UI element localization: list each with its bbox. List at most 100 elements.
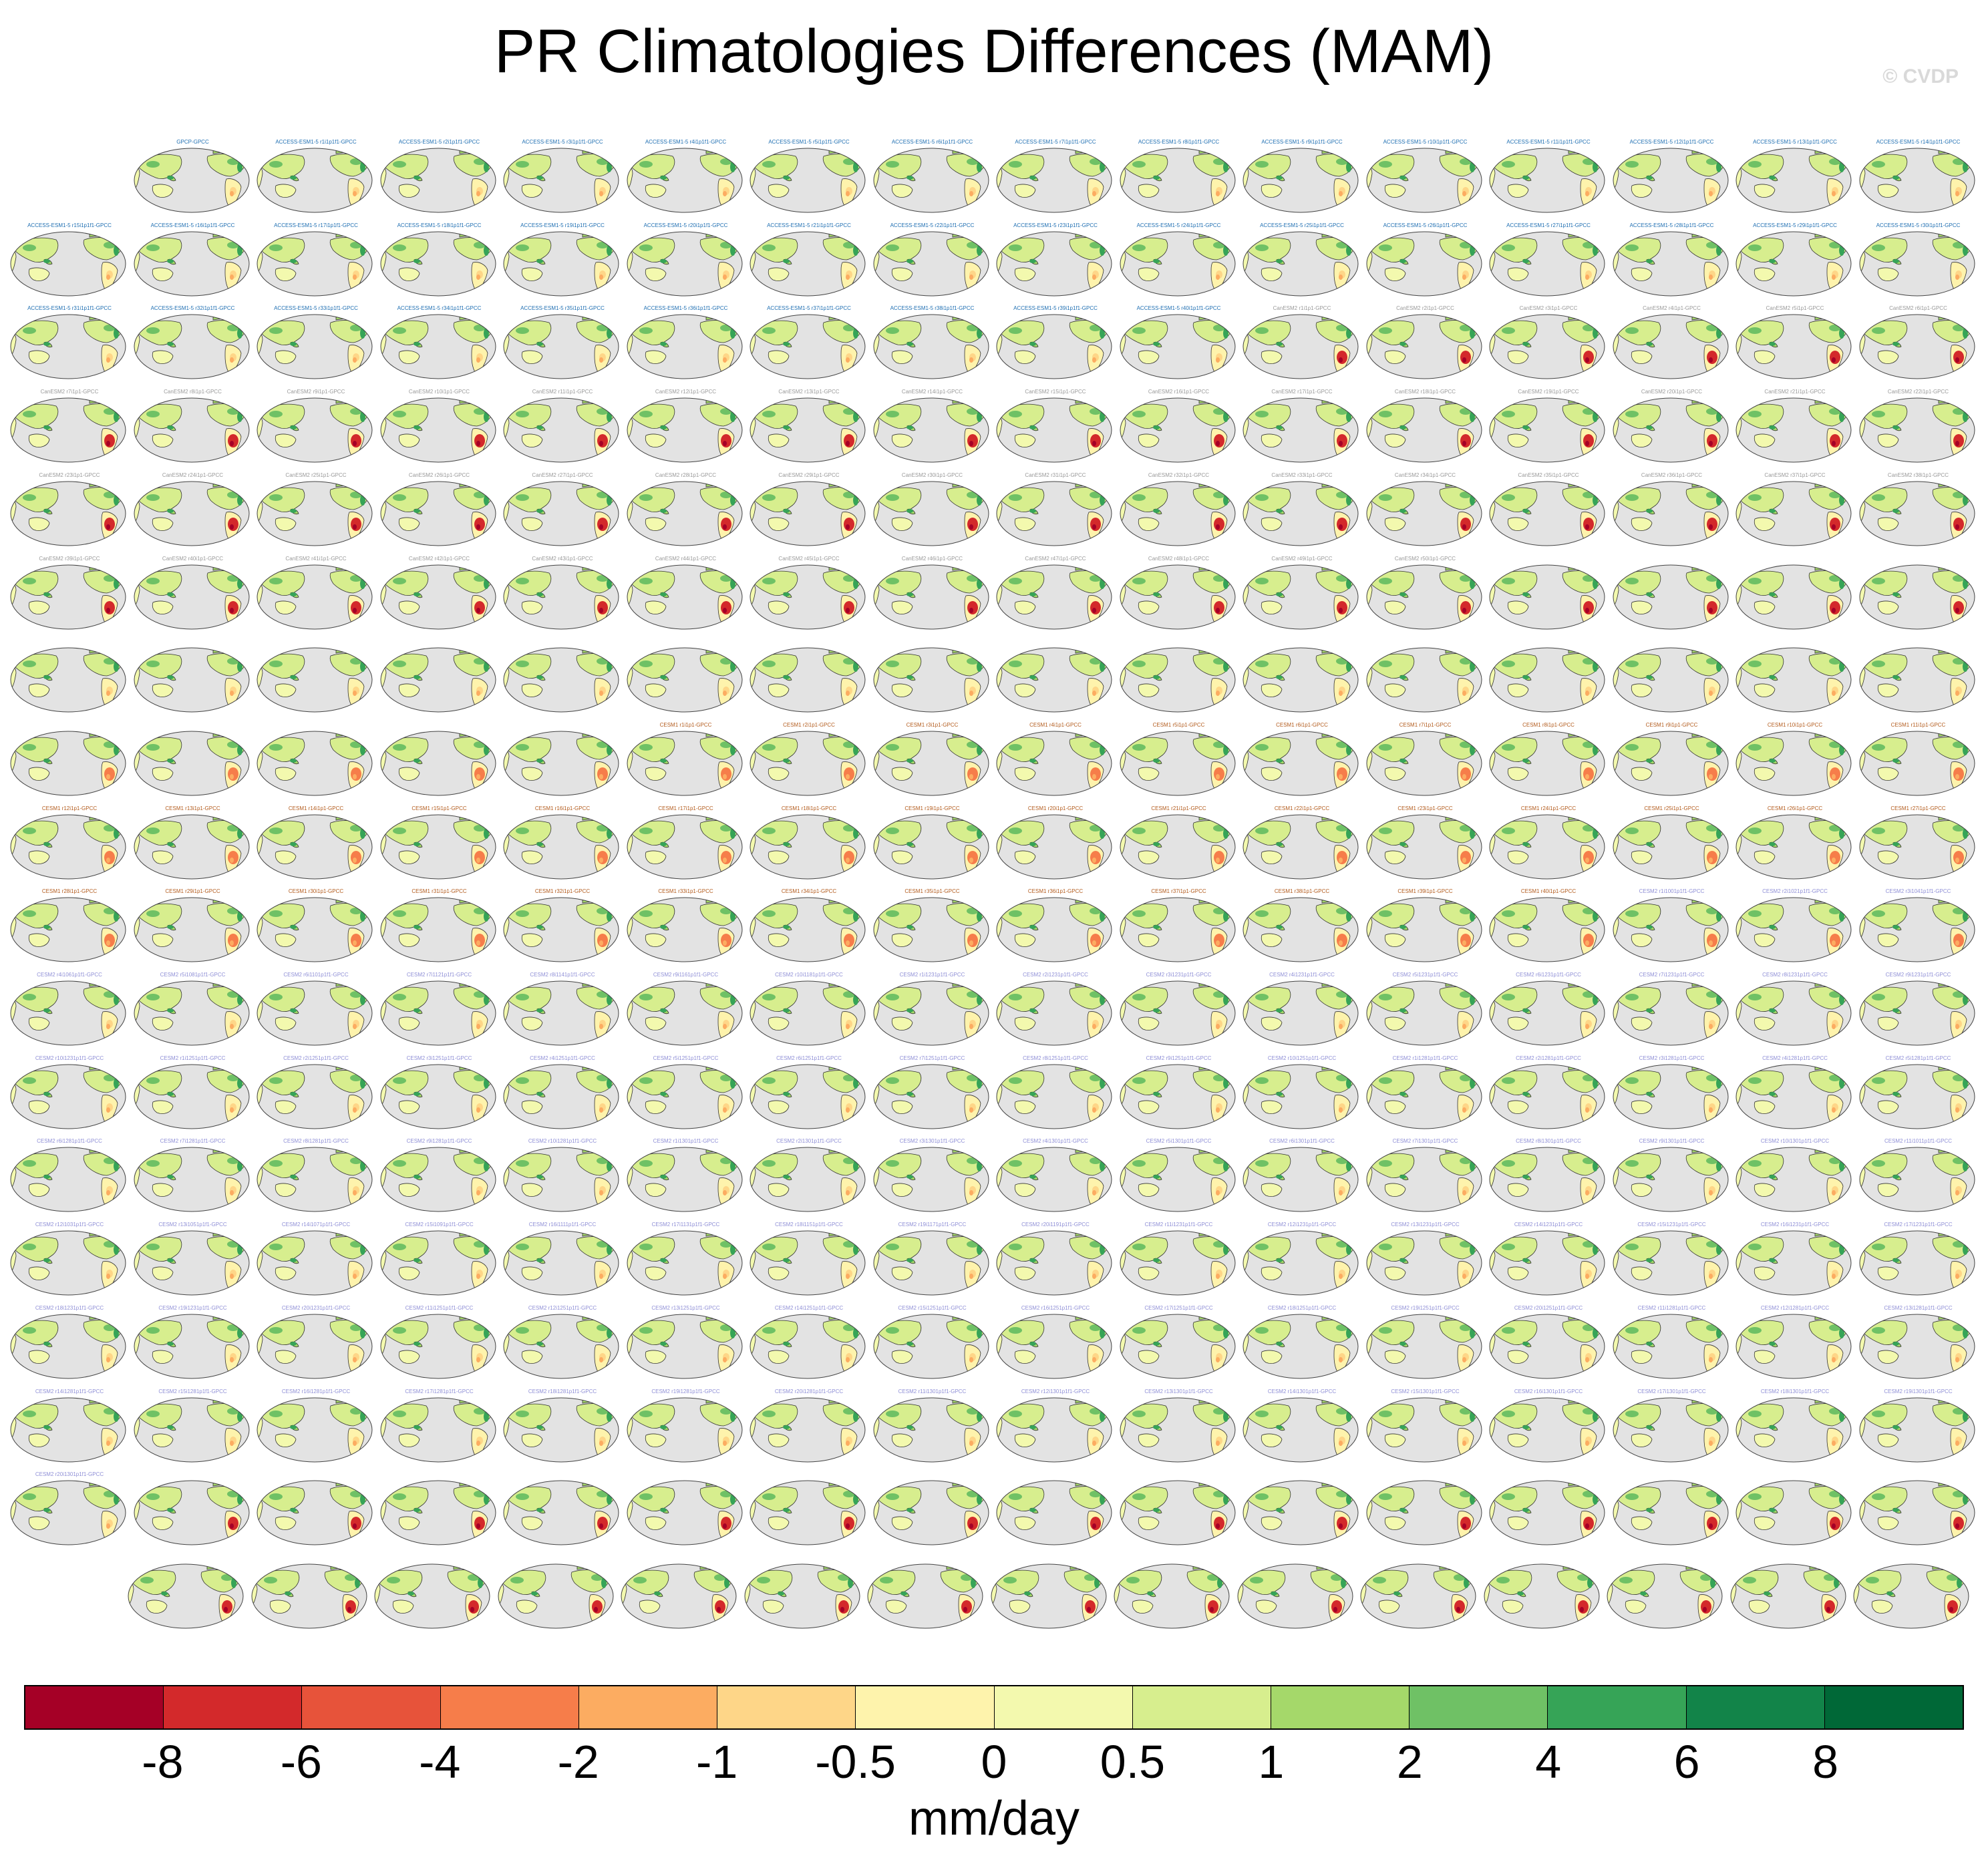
world-map (1366, 1314, 1482, 1379)
world-map (750, 1480, 866, 1545)
wet-anomaly (1090, 325, 1102, 332)
dry-anomaly-core (1339, 857, 1343, 863)
wet-anomaly (1705, 1074, 1718, 1081)
dry-anomaly-core (1092, 357, 1096, 363)
dry-anomaly (351, 767, 361, 781)
wet-anomaly (639, 1160, 653, 1167)
wet-anomaly (350, 991, 362, 998)
world-map (10, 1314, 126, 1379)
panel-label: CESM2 r6i1231p1f1-GPCC (1516, 972, 1581, 978)
wet-anomaly (166, 925, 174, 930)
map-border (1366, 148, 1482, 213)
land-mass (261, 570, 305, 596)
map-panel: CESM2 r1i1301p1f1-GPCC (626, 1138, 746, 1214)
map-panel: CESM1 r25i1p1-GPCC (1612, 805, 1732, 882)
wet-anomaly (783, 425, 790, 430)
dry-anomaly (838, 1600, 849, 1614)
wet-anomaly (483, 994, 489, 1005)
wet-anomaly (23, 743, 36, 751)
wet-anomaly (1212, 325, 1225, 332)
wet-anomaly (478, 1577, 484, 1588)
world-map (1735, 1064, 1852, 1129)
dry-anomaly (474, 600, 485, 614)
wet-anomaly (1459, 1407, 1472, 1415)
wet-anomaly (607, 1244, 612, 1256)
land-mass (877, 154, 921, 179)
wet-anomaly (1839, 1077, 1844, 1089)
dry-anomaly-core (1708, 1440, 1713, 1446)
map-panel: CESM2 r7i1281p1f1-GPCC (133, 1138, 253, 1214)
wet-anomaly (1625, 244, 1639, 251)
land-mass (1138, 433, 1159, 448)
wet-anomaly (1502, 1160, 1515, 1167)
panel-label: CESM1 r10i1p1-GPCC (1767, 721, 1823, 728)
map-border (1613, 231, 1728, 297)
panel-label: CESM2 r11i1011p1f1-GPCC (1884, 1138, 1953, 1145)
wet-anomaly (1222, 1161, 1228, 1172)
panel-label: CanESM2 r4i1p1-GPCC (1643, 305, 1701, 312)
wet-anomaly (966, 1241, 979, 1248)
wet-anomaly (43, 1091, 50, 1096)
panel-label: ACCESS-ESM1-5 r33i1p1f1-GPCC (274, 305, 358, 312)
map-panel: CESM1 r23i1p1-GPCC (1365, 805, 1486, 882)
map-panel: CanESM2 r20i1p1-GPCC (1612, 389, 1732, 465)
world-map (1859, 1147, 1975, 1212)
wet-anomaly (360, 494, 365, 506)
world-map (627, 481, 742, 546)
panel-label: CESM2 r10i1181p1f1-GPCC (775, 972, 843, 978)
map-panel: CESM2 r4i1251p1f1-GPCC (502, 1055, 623, 1131)
wet-anomaly (1892, 1508, 1899, 1513)
dry-anomaly-core (1708, 773, 1713, 779)
wet-anomaly (1769, 1425, 1776, 1429)
world-map (1242, 397, 1359, 463)
land-mass (398, 433, 420, 448)
land-mass (1370, 154, 1414, 179)
dry-anomaly (1830, 517, 1840, 531)
land-mass (152, 600, 173, 614)
wet-anomaly (976, 578, 982, 589)
map-panel: CanESM2 r45i1p1-GPCC (749, 556, 869, 632)
dry-anomaly-core (353, 1274, 357, 1280)
dry-anomaly-core (1832, 857, 1836, 863)
wet-anomaly (1892, 176, 1899, 180)
dry-anomaly (1583, 351, 1594, 365)
world-map (1366, 314, 1482, 379)
dry-anomaly (1337, 434, 1347, 448)
dry-anomaly-core (1092, 1274, 1096, 1280)
wet-anomaly (1839, 328, 1844, 339)
wet-anomaly (1152, 508, 1160, 513)
dry-anomaly-core (722, 1107, 727, 1113)
panel-label: CESM1 r32i1p1-GPCC (534, 888, 591, 895)
land-mass (1370, 237, 1414, 262)
wet-anomaly (516, 1493, 529, 1501)
wet-anomaly (104, 1407, 116, 1415)
panel-label: CESM1 r22i1p1-GPCC (1274, 805, 1330, 811)
wet-anomaly (360, 911, 365, 922)
dry-anomaly (1213, 1517, 1224, 1531)
world-map (134, 564, 249, 629)
wet-anomaly (1892, 675, 1899, 680)
dry-anomaly (104, 934, 115, 948)
dry-anomaly-core (599, 773, 603, 779)
wet-anomaly (885, 1493, 899, 1501)
panel-label: CESM2 r15i1301p1f1-GPCC (1391, 1388, 1460, 1394)
dry-anomaly (1953, 850, 1964, 864)
world-map (1366, 564, 1482, 629)
wet-anomaly (1593, 661, 1598, 673)
wet-anomaly (1892, 1341, 1899, 1346)
dry-anomaly-core (599, 357, 603, 363)
world-map (1366, 231, 1482, 297)
wet-anomaly (659, 925, 667, 930)
wet-anomaly (607, 1161, 612, 1172)
world-map (627, 897, 742, 962)
map-border (503, 481, 619, 546)
world-map (1859, 148, 1975, 213)
land-mass (507, 403, 552, 429)
wet-anomaly (104, 408, 116, 415)
wet-anomaly (473, 824, 486, 831)
wet-anomaly (43, 1258, 50, 1263)
map-panel: CESM2 r2i1251p1f1-GPCC (256, 1055, 376, 1131)
land-mass (398, 517, 420, 531)
wet-anomaly (976, 162, 982, 172)
map-panel: CESM1 r22i1p1-GPCC (1242, 805, 1362, 882)
